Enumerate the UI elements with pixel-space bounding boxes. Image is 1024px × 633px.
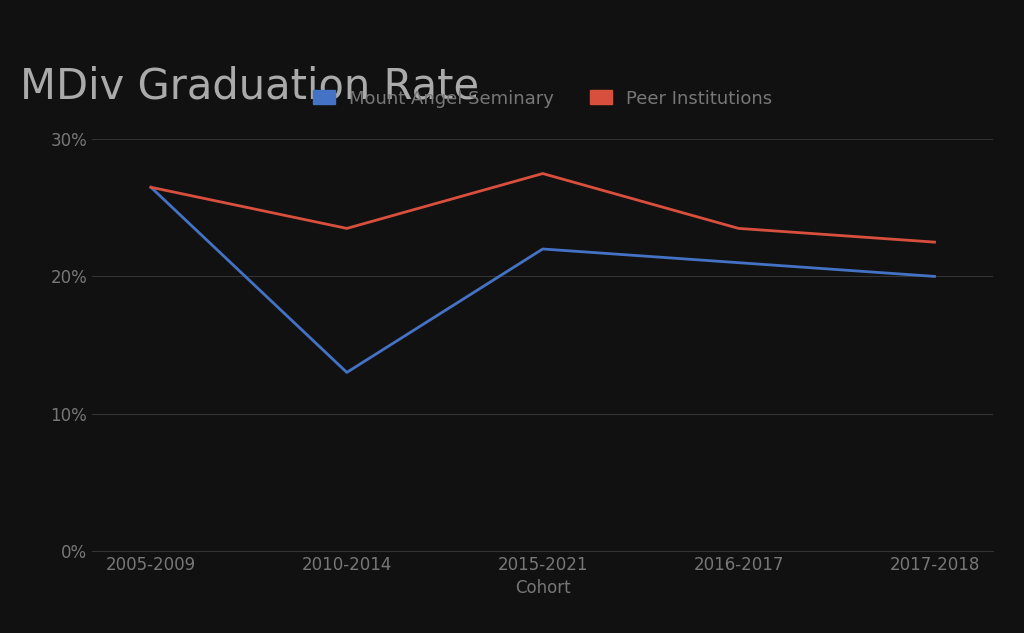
Legend: Mount Angel Seminary, Peer Institutions: Mount Angel Seminary, Peer Institutions: [306, 82, 779, 115]
Text: MDiv Graduation Rate: MDiv Graduation Rate: [20, 65, 479, 107]
X-axis label: Cohort: Cohort: [515, 579, 570, 597]
